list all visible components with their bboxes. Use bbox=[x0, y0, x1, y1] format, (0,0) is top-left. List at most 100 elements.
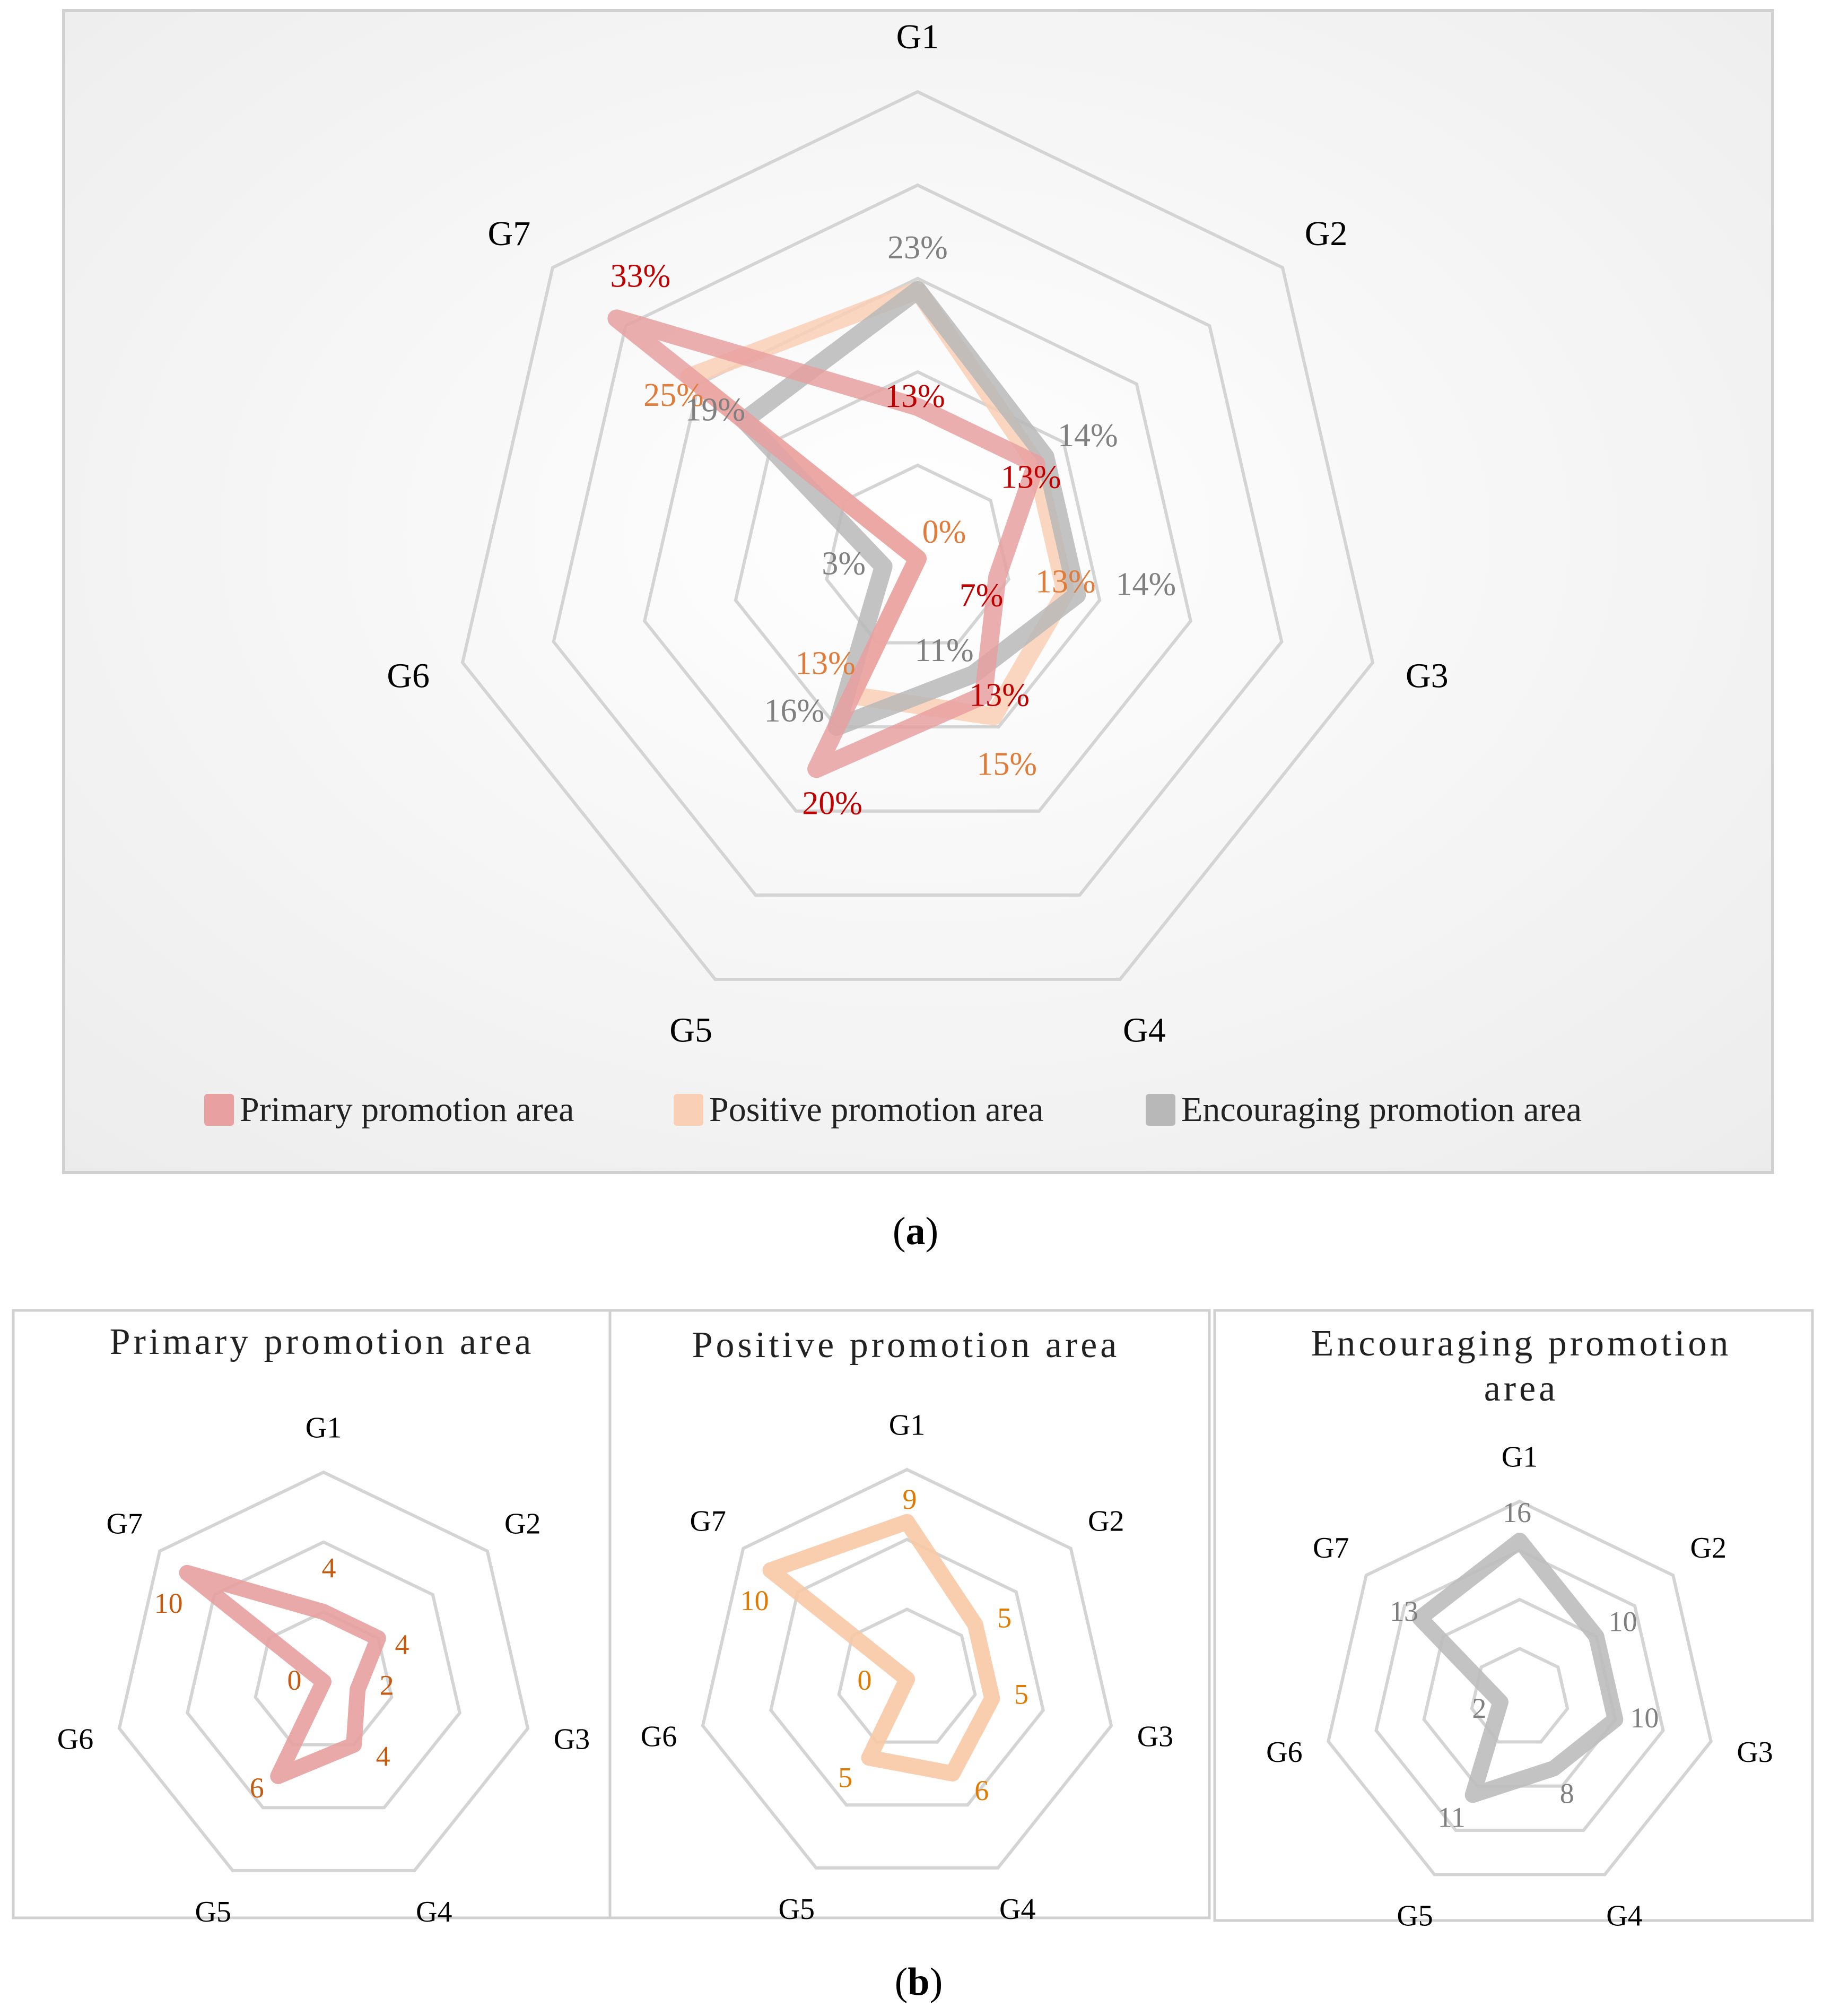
data-label-primary-g3: 2 bbox=[380, 1670, 394, 1701]
radar-chart-a: G1 G2 G3 G4 G5 G6 G7 13% 15% 13% 0% 25% 23% 14% 14% 11%… bbox=[387, 18, 1448, 1049]
grid-ring-2 bbox=[186, 1540, 461, 1810]
axis-label-g6: G6 bbox=[57, 1723, 93, 1756]
data-label-positive-g4: 15% bbox=[976, 746, 1037, 782]
axis-label-g5: G5 bbox=[1397, 1900, 1433, 1933]
axis-label-g7: G7 bbox=[106, 1507, 142, 1540]
series-line-primary bbox=[607, 309, 1045, 778]
data-label-primary-g7: 10 bbox=[154, 1587, 183, 1619]
radar-chart-b-encouraging: G1 G2 G3 G4 G5 G6 G7 16 10 10 8 11 2 13 bbox=[1266, 1441, 1773, 1933]
axis-label-g2: G2 bbox=[504, 1507, 540, 1540]
data-label-primary-g4: 13% bbox=[969, 677, 1030, 714]
data-label-primary-g2: 4 bbox=[395, 1629, 409, 1661]
axis-label-g6: G6 bbox=[387, 656, 430, 695]
data-label-encouraging-g4: 8 bbox=[1560, 1777, 1574, 1809]
data-label-encouraging-g1: 23% bbox=[887, 230, 948, 266]
panel-a: G1 G2 G3 G4 G5 G6 G7 13% 15% 13% 0% 25% 23% 14% 14% 11%… bbox=[62, 9, 1774, 1174]
data-label-encouraging-g2: 10 bbox=[1609, 1606, 1637, 1638]
panel-b3-frame bbox=[1213, 1309, 1814, 1922]
caption-b-letter: b bbox=[908, 1960, 929, 2004]
grid-ring-3 bbox=[117, 1470, 530, 1872]
grid-ring-2 bbox=[769, 1537, 1045, 1807]
axis-label-g2: G2 bbox=[1088, 1505, 1124, 1537]
data-label-encouraging-g4: 11% bbox=[914, 632, 973, 668]
axis-label-g3: G3 bbox=[1137, 1720, 1173, 1753]
data-label-primary-g4: 4 bbox=[376, 1741, 390, 1772]
legend-label-primary: Primary promotion area bbox=[240, 1090, 574, 1129]
axis-label-g3: G3 bbox=[1406, 656, 1449, 695]
data-label-encouraging-g6: 2 bbox=[1472, 1692, 1486, 1724]
data-label-encouraging-g7: 13 bbox=[1390, 1595, 1418, 1627]
panel-b1-title: Primary promotion area bbox=[110, 1322, 535, 1362]
caption-b: (b) bbox=[895, 1960, 943, 2004]
data-label-positive-g7: 10 bbox=[740, 1585, 769, 1617]
data-label-primary-g7: 33% bbox=[611, 258, 671, 294]
series-line-primary bbox=[179, 1565, 386, 1784]
legend-item-positive: Positive promotion area bbox=[674, 1090, 1044, 1129]
grid-ring-3 bbox=[642, 276, 1193, 813]
data-label-positive-g3: 5 bbox=[1014, 1679, 1028, 1710]
data-label-positive-g2: 5 bbox=[997, 1602, 1012, 1633]
panel-b2-title: Positive promotion area bbox=[692, 1325, 1120, 1366]
axis-label-g5: G5 bbox=[669, 1011, 712, 1050]
axis-label-g7: G7 bbox=[690, 1505, 726, 1537]
axis-label-g1: G1 bbox=[306, 1412, 342, 1445]
radar-chart-b-positive: G1 G2 G3 G4 G5 G6 G7 9 5 5 6 5 0 10 bbox=[641, 1409, 1173, 1926]
data-label-primary-g5: 20% bbox=[802, 785, 862, 821]
grid-ring-4 bbox=[552, 183, 1284, 897]
data-label-positive-g6: 0 bbox=[858, 1664, 872, 1696]
axis-label-g2: G2 bbox=[1690, 1532, 1727, 1565]
data-label-encouraging-g3: 14% bbox=[1115, 567, 1176, 603]
axis-label-g4: G4 bbox=[999, 1893, 1035, 1926]
axis-label-g5: G5 bbox=[779, 1893, 815, 1926]
caption-a-letter: a bbox=[906, 1210, 926, 1253]
data-label-primary-g2: 13% bbox=[1001, 459, 1061, 496]
data-label-encouraging-g5: 16% bbox=[764, 693, 824, 729]
data-label-primary-g5: 6 bbox=[250, 1772, 264, 1804]
grid-ring-1 bbox=[837, 1607, 977, 1744]
caption-a-close: ) bbox=[926, 1210, 939, 1253]
grid-ring-3 bbox=[701, 1467, 1113, 1870]
grid-ring-4 bbox=[1327, 1499, 1713, 1876]
panel-b3-title-line2: area bbox=[1484, 1368, 1559, 1409]
panel-b: Primary promotion area Positive promotio… bbox=[12, 1309, 1814, 1933]
axis-label-g3: G3 bbox=[554, 1723, 590, 1756]
panel-b3-title-line1: Encouraging promotion bbox=[1311, 1323, 1732, 1364]
caption-a: (a) bbox=[893, 1210, 938, 1253]
series-line-encouraging bbox=[1411, 1533, 1624, 1803]
data-label-encouraging-g6: 3% bbox=[822, 546, 866, 582]
axis-label-g2: G2 bbox=[1305, 214, 1348, 253]
axis-label-g6: G6 bbox=[1266, 1736, 1302, 1769]
data-label-encouraging-g5: 11 bbox=[1438, 1801, 1466, 1833]
data-label-encouraging-g1: 16 bbox=[1503, 1497, 1531, 1528]
legend-item-primary: Primary promotion area bbox=[204, 1090, 574, 1129]
data-label-positive-g6: 0% bbox=[922, 514, 966, 550]
data-label-positive-g5: 5 bbox=[838, 1761, 852, 1793]
data-label-primary-g3: 7% bbox=[960, 577, 1004, 613]
caption-b-open: ( bbox=[895, 1960, 908, 2004]
data-label-primary-g1: 4 bbox=[322, 1552, 336, 1584]
data-label-primary-g6: 0 bbox=[287, 1664, 302, 1696]
axis-label-g4: G4 bbox=[1606, 1900, 1642, 1933]
legend-swatch-positive bbox=[674, 1094, 703, 1126]
legend-label-encouraging: Encouraging promotion area bbox=[1181, 1090, 1582, 1129]
axis-label-g4: G4 bbox=[1123, 1011, 1166, 1050]
data-label-positive-g3: 13% bbox=[1035, 564, 1096, 600]
legend-item-encouraging: Encouraging promotion area bbox=[1146, 1090, 1582, 1129]
data-label-encouraging-g7: 19% bbox=[685, 392, 745, 428]
legend: Primary promotion area Positive promotio… bbox=[204, 1090, 1582, 1129]
data-label-encouraging-g2: 14% bbox=[1058, 418, 1118, 454]
legend-swatch-encouraging bbox=[1146, 1094, 1175, 1126]
data-label-positive-g7: 25% bbox=[643, 377, 704, 413]
axis-label-g6: G6 bbox=[641, 1720, 677, 1753]
data-label-primary-g1: 13% bbox=[885, 378, 945, 414]
data-label-positive-g4: 6 bbox=[974, 1775, 989, 1806]
data-label-positive-g5: 13% bbox=[795, 646, 856, 682]
axis-label-g5: G5 bbox=[195, 1896, 231, 1928]
axis-label-g3: G3 bbox=[1737, 1736, 1773, 1769]
caption-b-close: ) bbox=[930, 1960, 943, 2004]
panel-b2-frame bbox=[608, 1309, 1211, 1919]
caption-a-open: ( bbox=[893, 1210, 906, 1253]
series-line-positive bbox=[762, 1514, 1000, 1782]
